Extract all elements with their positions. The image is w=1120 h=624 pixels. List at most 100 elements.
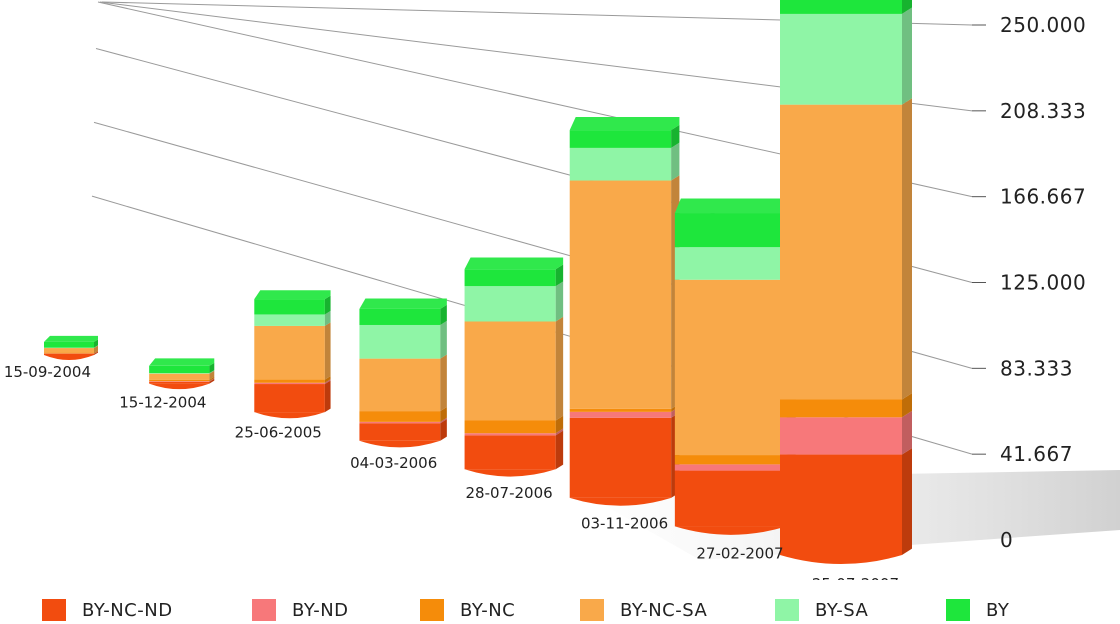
legend-swatch bbox=[580, 599, 604, 621]
bar-segment bbox=[44, 348, 94, 353]
bar-side bbox=[209, 376, 215, 382]
bar-segment bbox=[359, 308, 441, 325]
bar-side bbox=[209, 378, 215, 384]
bar-segment bbox=[44, 353, 94, 355]
legend-swatch bbox=[775, 599, 799, 621]
legend-item: BY-ND bbox=[252, 598, 349, 622]
bar-segment bbox=[780, 454, 902, 555]
bar-segment bbox=[780, 399, 902, 418]
bar-top bbox=[569, 116, 680, 131]
bar-segment bbox=[569, 408, 672, 412]
legend-swatch bbox=[946, 599, 970, 621]
bar-side bbox=[324, 379, 331, 385]
bar-segment bbox=[464, 269, 556, 287]
legend-item: BY-NC-ND bbox=[42, 598, 173, 622]
y-tick-label: 83.333 bbox=[1000, 356, 1073, 380]
y-tick-label: 208.333 bbox=[1000, 99, 1086, 123]
bar-segment bbox=[464, 435, 556, 470]
bar-top bbox=[149, 358, 215, 366]
bar-segment bbox=[464, 321, 556, 421]
bar-side bbox=[555, 316, 564, 421]
y-tick-label: 166.667 bbox=[1000, 185, 1086, 209]
category-label: 15-12-2004 bbox=[119, 393, 206, 411]
bar-side bbox=[671, 142, 680, 181]
legend-item: BY-SA bbox=[775, 598, 868, 622]
bar-side bbox=[555, 281, 564, 322]
bar-segment bbox=[359, 421, 441, 424]
bar-segment bbox=[780, 13, 902, 105]
legend-label: BY-SA bbox=[815, 599, 869, 621]
bar-side bbox=[324, 380, 331, 413]
y-axis-ticks: 0 41.667 83.333 125.000 166.667 208.333 250.00… bbox=[1000, 13, 1086, 552]
bar-side bbox=[902, 98, 912, 400]
bar-segment bbox=[359, 423, 441, 441]
bar-segment bbox=[254, 384, 325, 413]
bar-segment bbox=[674, 455, 787, 465]
bar-segment bbox=[149, 381, 210, 384]
bar-side bbox=[555, 264, 564, 287]
legend-swatch bbox=[252, 599, 276, 621]
bar-side bbox=[94, 351, 98, 355]
bar-side bbox=[440, 417, 447, 424]
bar-segment bbox=[44, 341, 94, 348]
category-label: 04-03-2006 bbox=[350, 454, 437, 472]
legend-label: BY-NC-SA bbox=[620, 599, 708, 621]
bar-side bbox=[902, 410, 912, 455]
bar-top bbox=[674, 198, 796, 214]
bar-segment bbox=[149, 379, 210, 382]
bar-side bbox=[324, 376, 331, 383]
legend-label: BY-NC-ND bbox=[82, 599, 173, 621]
bar-segment bbox=[44, 352, 94, 354]
y-tick-label: 250.000 bbox=[1000, 13, 1086, 37]
y-tick-label: 125.000 bbox=[1000, 271, 1086, 295]
bar-side bbox=[902, 0, 912, 14]
bar-side bbox=[94, 345, 98, 349]
bar-side bbox=[94, 350, 98, 354]
bar-segment bbox=[780, 104, 902, 400]
bar-segment bbox=[149, 365, 210, 374]
bar-side bbox=[555, 428, 564, 436]
legend-item: BY-NC bbox=[420, 598, 515, 622]
bar-segment bbox=[569, 130, 672, 148]
bar-segment bbox=[254, 299, 325, 315]
bar-base bbox=[780, 555, 902, 564]
bar-base bbox=[359, 440, 441, 448]
bar-segment bbox=[674, 279, 787, 456]
bar-segment bbox=[780, 417, 902, 455]
bar-base bbox=[254, 412, 325, 419]
bar-segment bbox=[569, 180, 672, 409]
y-tick-label: 0 bbox=[1000, 528, 1013, 552]
legend-swatch bbox=[420, 599, 444, 621]
bar-segment bbox=[569, 417, 672, 498]
bar-segment bbox=[149, 381, 210, 382]
bar-side bbox=[209, 370, 215, 380]
bar-segment bbox=[464, 433, 556, 436]
bar-side bbox=[209, 378, 215, 382]
bar-segment bbox=[149, 373, 210, 380]
bar-side bbox=[209, 362, 215, 374]
bar-side bbox=[440, 304, 447, 325]
bar-segment bbox=[674, 464, 787, 471]
bar-segment bbox=[674, 247, 787, 280]
bar-side bbox=[94, 351, 98, 354]
legend-item: BY bbox=[946, 598, 1009, 622]
bars bbox=[44, 0, 912, 564]
bar-segment bbox=[359, 358, 441, 412]
bar-side bbox=[671, 124, 680, 148]
legend-label: BY-ND bbox=[292, 599, 349, 621]
category-label: 15-09-2004 bbox=[4, 363, 91, 381]
bar-side bbox=[440, 320, 447, 359]
bar-base bbox=[464, 469, 556, 477]
bar-side bbox=[324, 322, 331, 380]
stacked-bar-chart: 0 41.667 83.333 125.000 166.667 208.333 250.00… bbox=[4, 0, 1120, 580]
bar-side bbox=[324, 295, 331, 315]
category-label: 03-11-2006 bbox=[581, 514, 668, 532]
category-label: 25-07-2007 bbox=[812, 575, 899, 580]
bar-side bbox=[902, 7, 912, 105]
bar-side bbox=[440, 419, 447, 441]
bar-segment bbox=[254, 379, 325, 383]
legend: BY-NC-ND BY-ND BY-NC BY-NC-SA BY-SA BY bbox=[0, 590, 1120, 624]
bar-top bbox=[254, 290, 331, 300]
legend-item: BY-NC-SA bbox=[580, 598, 707, 622]
category-label: 25-06-2005 bbox=[235, 424, 322, 442]
